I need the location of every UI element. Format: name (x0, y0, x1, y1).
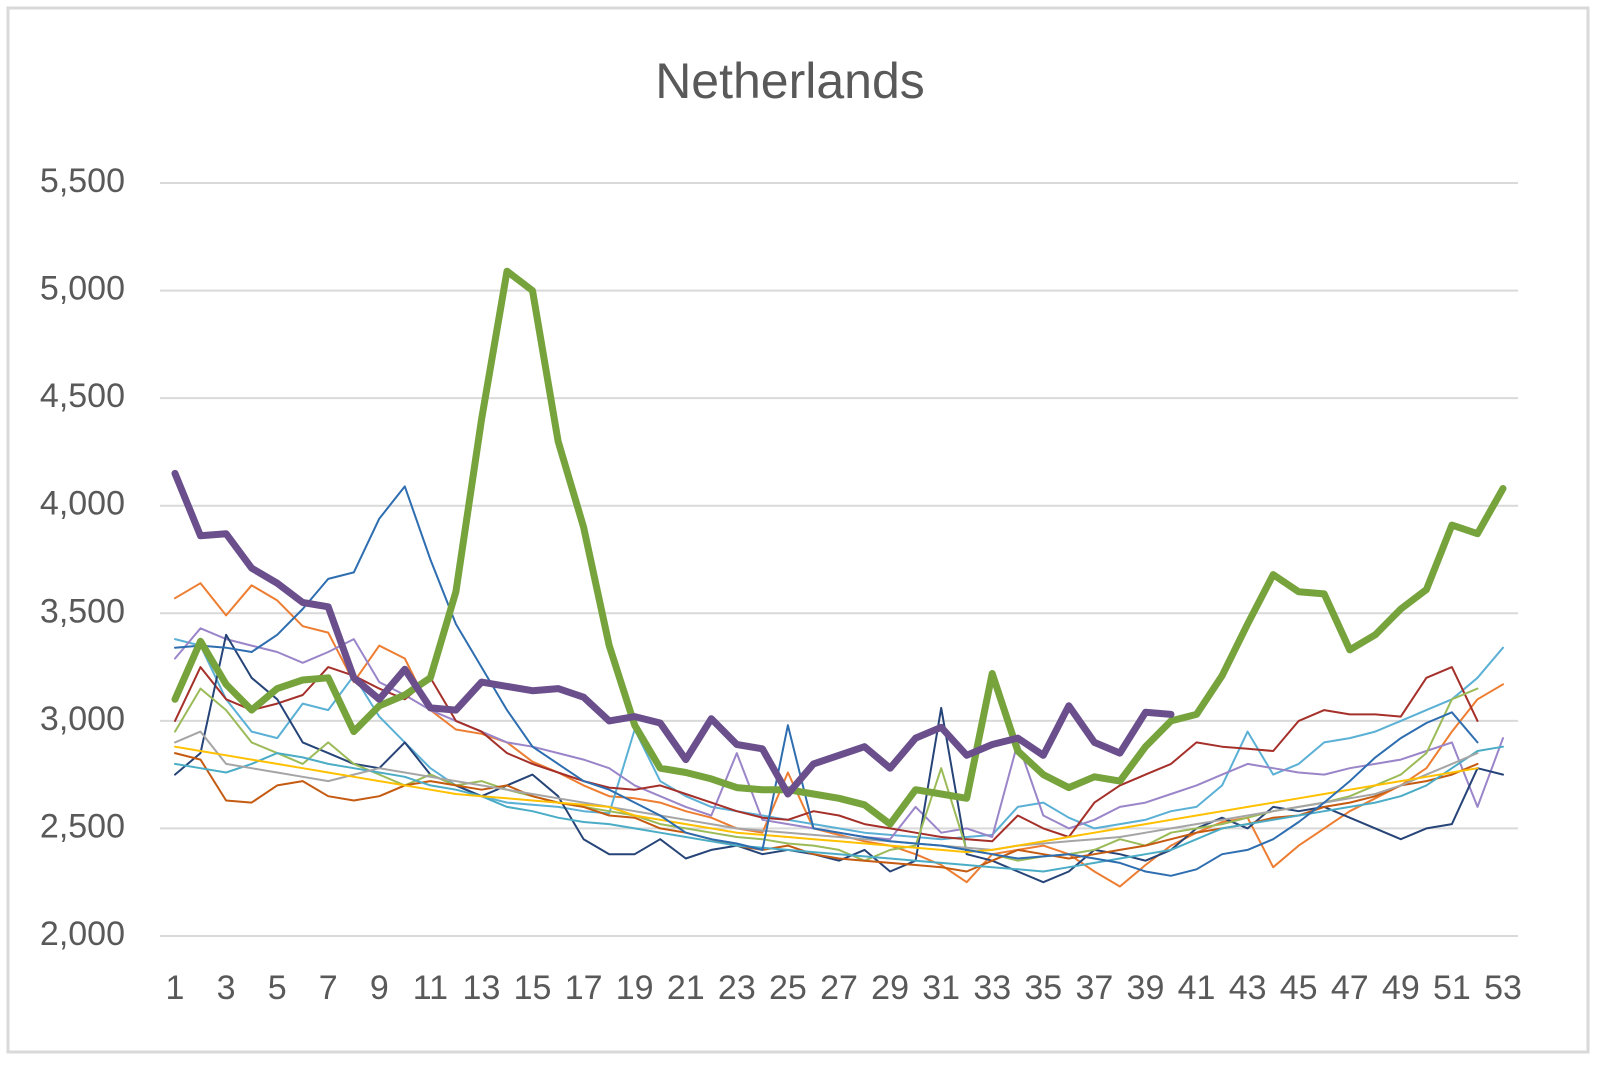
series-line (174, 687, 1479, 862)
x-tick-label: 41 (1178, 969, 1216, 1007)
y-tick-label: 4,000 (40, 485, 125, 523)
series-line (174, 485, 1479, 877)
x-tick-label: 53 (1484, 969, 1522, 1007)
y-tick-label: 3,500 (40, 592, 125, 630)
series-line (174, 745, 1504, 873)
series-line (174, 730, 1479, 851)
y-tick-label: 2,000 (40, 915, 125, 953)
chart-title: Netherlands (655, 53, 925, 109)
x-tick-label: 3 (217, 969, 236, 1007)
series-line (171, 267, 1507, 828)
x-tick-label: 47 (1331, 969, 1369, 1007)
x-tick-label: 25 (769, 969, 807, 1007)
x-tick-label: 15 (514, 969, 552, 1007)
x-tick-label: 43 (1229, 969, 1267, 1007)
series-line (174, 582, 1504, 888)
y-tick-label: 5,000 (40, 270, 125, 308)
x-tick-label: 1 (166, 969, 185, 1007)
y-tick-label: 3,000 (40, 700, 125, 738)
x-tick-label: 49 (1382, 969, 1420, 1007)
x-tick-label: 13 (463, 969, 501, 1007)
x-tick-label: 17 (565, 969, 603, 1007)
x-tick-label: 7 (319, 969, 338, 1007)
x-tick-label: 27 (820, 969, 858, 1007)
series-line (174, 745, 1479, 854)
series-line (174, 638, 1504, 841)
series-line (174, 752, 1479, 873)
x-tick-label: 35 (1024, 969, 1062, 1007)
x-tick-label: 29 (871, 969, 909, 1007)
x-tick-label: 51 (1433, 969, 1471, 1007)
series-line (174, 633, 1504, 884)
x-tick-label: 5 (268, 969, 287, 1007)
chart-frame (6, 6, 1590, 1054)
x-tick-label: 31 (922, 969, 960, 1007)
x-tick-label: 11 (413, 969, 448, 1007)
x-tick-label: 19 (616, 969, 654, 1007)
series-line (174, 666, 1479, 843)
y-tick-label: 2,500 (40, 807, 125, 845)
x-tick-label: 37 (1075, 969, 1113, 1007)
x-tick-label: 45 (1280, 969, 1318, 1007)
series-line (171, 469, 1175, 798)
x-tick-label: 39 (1127, 969, 1165, 1007)
y-tick-label: 5,500 (40, 162, 125, 200)
x-tick-label: 33 (973, 969, 1011, 1007)
x-tick-label: 21 (667, 969, 705, 1007)
y-tick-label: 4,500 (40, 377, 125, 415)
x-tick-label: 23 (718, 969, 756, 1007)
x-tick-label: 9 (370, 969, 389, 1007)
